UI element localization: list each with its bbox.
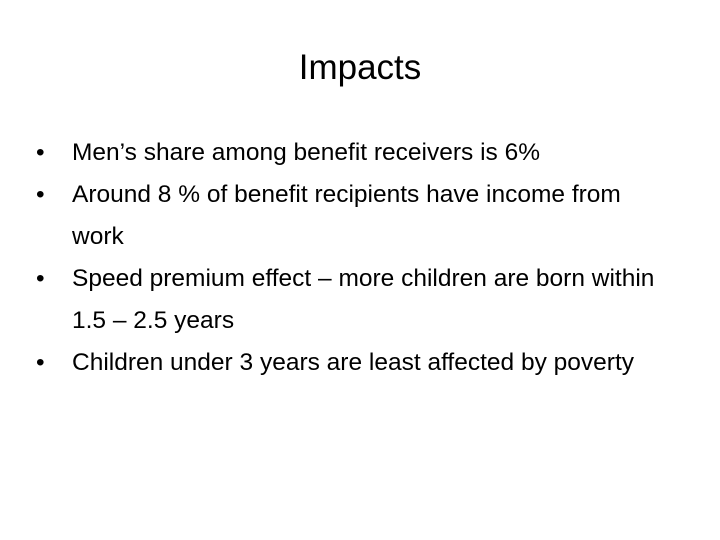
- bullet-item: Speed premium effect – more children are…: [36, 258, 666, 342]
- slide-title: Impacts: [298, 48, 422, 87]
- bullet-item: Children under 3 years are least affecte…: [36, 342, 666, 384]
- bullet-item: Men’s share among benefit receivers is 6…: [36, 132, 666, 174]
- bullet-list: Men’s share among benefit receivers is 6…: [36, 132, 666, 384]
- bullet-item: Around 8 % of benefit recipients have in…: [36, 174, 666, 258]
